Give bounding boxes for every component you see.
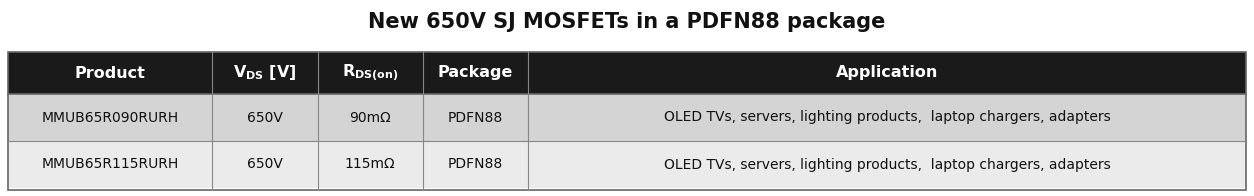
Text: 650V: 650V xyxy=(247,158,283,172)
Text: Package: Package xyxy=(438,65,513,81)
Text: OLED TVs, servers, lighting products,  laptop chargers, adapters: OLED TVs, servers, lighting products, la… xyxy=(663,111,1110,124)
Text: 650V: 650V xyxy=(247,111,283,124)
Text: 90mΩ: 90mΩ xyxy=(350,111,391,124)
Text: Application: Application xyxy=(836,65,938,81)
Text: MMUB65R090RURH: MMUB65R090RURH xyxy=(41,111,179,124)
Bar xyxy=(8,52,1246,190)
Text: 115mΩ: 115mΩ xyxy=(345,158,395,172)
Text: New 650V SJ MOSFETs in a PDFN88 package: New 650V SJ MOSFETs in a PDFN88 package xyxy=(369,12,885,32)
Text: PDFN88: PDFN88 xyxy=(448,158,503,172)
Text: MMUB65R115RURH: MMUB65R115RURH xyxy=(41,158,179,172)
Text: PDFN88: PDFN88 xyxy=(448,111,503,124)
Bar xyxy=(8,94,1246,141)
Text: OLED TVs, servers, lighting products,  laptop chargers, adapters: OLED TVs, servers, lighting products, la… xyxy=(663,158,1110,172)
Bar xyxy=(8,52,1246,94)
Text: $\mathbf{R_{DS(on)}}$: $\mathbf{R_{DS(on)}}$ xyxy=(342,62,399,84)
Text: Product: Product xyxy=(75,65,145,81)
Text: $\mathbf{V_{DS}}$ [V]: $\mathbf{V_{DS}}$ [V] xyxy=(233,64,297,83)
Bar xyxy=(8,141,1246,188)
